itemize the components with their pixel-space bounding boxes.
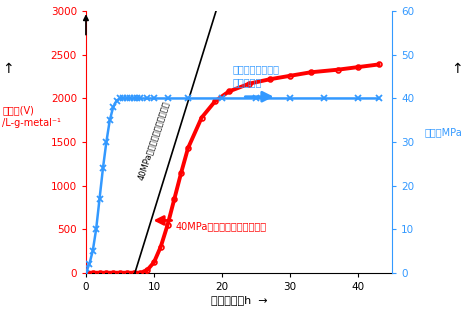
Text: ↑: ↑ bbox=[2, 62, 14, 76]
Text: 発生量(V)
/L-g-metal⁻¹: 発生量(V) /L-g-metal⁻¹ bbox=[2, 105, 61, 128]
Text: ガスの圧力: ガスの圧力 bbox=[232, 77, 262, 87]
Text: 圧力／MPa: 圧力／MPa bbox=[425, 127, 463, 137]
Text: ギ酸から発生した: ギ酸から発生した bbox=[232, 64, 279, 74]
Text: 40MPaにおけるガスの発生量: 40MPaにおけるガスの発生量 bbox=[176, 221, 267, 232]
Text: 40MPaにおけるガスの発生速度: 40MPaにおけるガスの発生速度 bbox=[136, 100, 170, 181]
Text: ↑: ↑ bbox=[451, 62, 463, 76]
X-axis label: 反応時間／h  →: 反応時間／h → bbox=[211, 295, 267, 305]
